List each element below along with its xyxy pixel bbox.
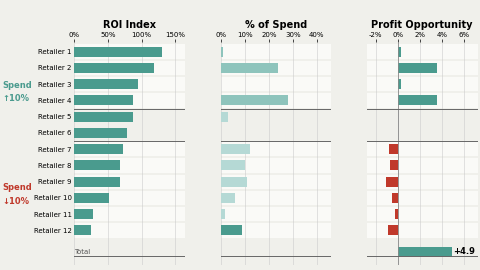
Bar [74, 177, 120, 187]
Bar [221, 225, 242, 235]
Bar [398, 247, 452, 256]
Text: +4.9: +4.9 [453, 247, 475, 256]
Bar [398, 63, 437, 73]
Bar [74, 126, 185, 140]
Bar [74, 46, 162, 57]
Text: ↓10%: ↓10% [2, 197, 29, 206]
Bar [74, 160, 120, 170]
Bar [221, 93, 331, 107]
Bar [74, 144, 123, 154]
Bar [367, 93, 478, 107]
Bar [74, 45, 185, 59]
Bar [221, 110, 331, 124]
Text: Spend: Spend [2, 183, 32, 192]
Bar [74, 95, 133, 105]
Bar [221, 77, 331, 91]
Bar [385, 177, 398, 187]
Bar [367, 207, 478, 221]
Bar [367, 61, 478, 75]
Bar [74, 193, 109, 203]
Bar [74, 93, 185, 107]
Bar [74, 63, 154, 73]
Bar [221, 46, 223, 57]
Bar [367, 223, 478, 238]
Bar [74, 174, 185, 189]
Bar [395, 209, 398, 219]
Bar [367, 191, 478, 205]
Bar [221, 61, 331, 75]
Bar [74, 79, 138, 89]
Bar [389, 144, 398, 154]
Text: Total: Total [74, 249, 91, 255]
Bar [367, 110, 478, 124]
Bar [221, 144, 250, 154]
Bar [367, 174, 478, 189]
Bar [221, 193, 235, 203]
Text: ↑10%: ↑10% [2, 94, 29, 103]
Bar [74, 77, 185, 91]
Title: Profit Opportunity: Profit Opportunity [372, 19, 473, 29]
Bar [221, 223, 331, 238]
Bar [367, 142, 478, 156]
Bar [74, 223, 185, 238]
Bar [221, 191, 331, 205]
Bar [221, 142, 331, 156]
Bar [74, 61, 185, 75]
Bar [367, 158, 478, 173]
Title: ROI Index: ROI Index [103, 19, 156, 29]
Bar [388, 225, 398, 235]
Bar [367, 126, 478, 140]
Bar [398, 95, 437, 105]
Bar [221, 112, 228, 122]
Bar [221, 45, 331, 59]
Bar [74, 209, 93, 219]
Bar [74, 112, 133, 122]
Text: Spend: Spend [2, 80, 32, 90]
Bar [74, 128, 127, 138]
Bar [221, 63, 278, 73]
Bar [398, 46, 401, 57]
Bar [221, 158, 331, 173]
Bar [221, 95, 288, 105]
Bar [392, 193, 398, 203]
Bar [221, 126, 331, 140]
Bar [367, 77, 478, 91]
Bar [221, 177, 247, 187]
Bar [367, 45, 478, 59]
Bar [221, 207, 331, 221]
Bar [398, 79, 401, 89]
Title: % of Spend: % of Spend [245, 19, 307, 29]
Bar [74, 225, 91, 235]
Bar [221, 160, 245, 170]
Bar [74, 142, 185, 156]
Bar [221, 174, 331, 189]
Bar [74, 191, 185, 205]
Bar [74, 207, 185, 221]
Bar [74, 110, 185, 124]
Bar [221, 209, 226, 219]
Bar [74, 158, 185, 173]
Bar [390, 160, 398, 170]
